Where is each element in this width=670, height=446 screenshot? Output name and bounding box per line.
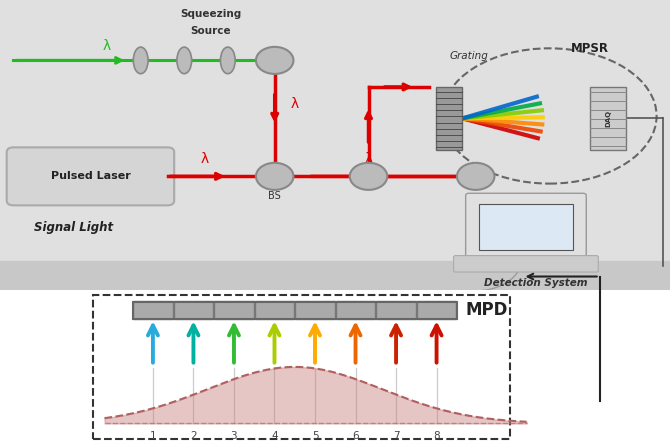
Text: 2: 2	[190, 431, 197, 441]
Text: λ: λ	[200, 153, 208, 166]
FancyBboxPatch shape	[255, 301, 294, 319]
Circle shape	[457, 163, 494, 190]
Text: BS: BS	[268, 191, 281, 201]
Circle shape	[256, 163, 293, 190]
FancyBboxPatch shape	[336, 301, 375, 319]
Text: λ: λ	[291, 97, 299, 111]
Text: λ: λ	[364, 153, 373, 166]
Circle shape	[350, 163, 387, 190]
Text: 1: 1	[149, 431, 156, 441]
Text: Grating: Grating	[450, 50, 488, 61]
Ellipse shape	[177, 47, 192, 74]
FancyBboxPatch shape	[7, 147, 174, 205]
FancyBboxPatch shape	[590, 87, 626, 150]
FancyBboxPatch shape	[417, 301, 456, 319]
Text: 8: 8	[433, 431, 440, 441]
Text: 3: 3	[230, 431, 237, 441]
Text: 7: 7	[393, 431, 399, 441]
FancyBboxPatch shape	[295, 301, 335, 319]
FancyBboxPatch shape	[466, 193, 586, 261]
Ellipse shape	[220, 47, 235, 74]
Text: MPSR: MPSR	[571, 42, 608, 55]
Text: DAQ: DAQ	[606, 110, 611, 127]
Ellipse shape	[133, 47, 148, 74]
Text: Detection System: Detection System	[484, 278, 588, 288]
FancyBboxPatch shape	[214, 301, 254, 319]
FancyBboxPatch shape	[436, 87, 462, 150]
Text: 4: 4	[271, 431, 278, 441]
Circle shape	[256, 47, 293, 74]
Text: λ: λ	[103, 39, 111, 53]
FancyBboxPatch shape	[479, 204, 573, 250]
FancyBboxPatch shape	[133, 301, 173, 319]
Text: Source: Source	[191, 26, 231, 37]
Text: Signal Light: Signal Light	[34, 221, 113, 234]
Text: 5: 5	[312, 431, 318, 441]
Text: MPD: MPD	[465, 301, 508, 319]
Text: Squeezing: Squeezing	[180, 9, 242, 20]
FancyBboxPatch shape	[377, 301, 416, 319]
FancyBboxPatch shape	[174, 301, 213, 319]
Text: Pulsed Laser: Pulsed Laser	[50, 171, 131, 182]
Text: 6: 6	[352, 431, 359, 441]
FancyBboxPatch shape	[454, 256, 598, 272]
